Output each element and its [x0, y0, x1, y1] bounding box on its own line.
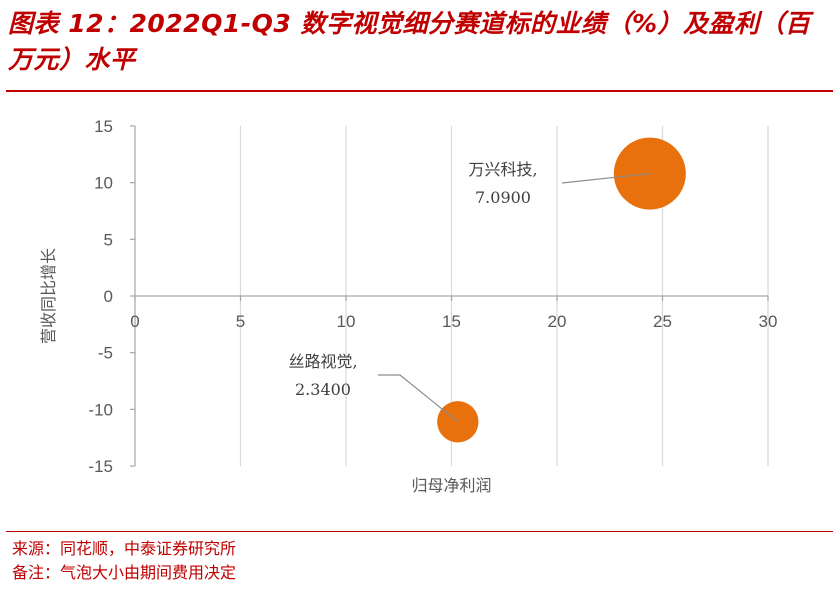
x-tick-label: 0 — [130, 312, 139, 331]
y-tick-label: 0 — [104, 287, 113, 306]
title-divider — [6, 90, 833, 92]
y-axis-label: 营收同比增长 — [39, 248, 58, 344]
x-tick-label: 15 — [442, 312, 461, 331]
leader-line — [378, 374, 459, 423]
y-tick-label: 15 — [94, 117, 113, 136]
data-label-value: 7.0900 — [475, 188, 531, 207]
remark-note: 备注：气泡大小由期间费用决定 — [12, 563, 237, 582]
axes — [130, 125, 769, 467]
leader-line — [561, 173, 650, 184]
x-tick-label: 10 — [337, 312, 356, 331]
x-axis-label: 归母净利润 — [411, 476, 491, 495]
y-tick-label: -10 — [88, 400, 113, 419]
data-label-name: 万兴科技, — [468, 160, 537, 179]
x-tick-label: 30 — [759, 312, 778, 331]
y-tick-label: 10 — [94, 174, 113, 193]
source-note: 来源：同花顺，中泰证券研究所 — [12, 539, 237, 558]
y-tick-label: -15 — [88, 457, 113, 476]
tick-labels: 15 10 5 0 -5 -10 -15 0 5 10 15 20 25 30 — [88, 117, 777, 476]
data-label-name: 丝路视觉, — [288, 352, 357, 371]
y-tick-label: -5 — [98, 344, 113, 363]
bubbles — [437, 137, 686, 443]
x-tick-label: 20 — [548, 312, 567, 331]
footer-divider — [6, 531, 833, 532]
figure-title: 图表 12：2022Q1-Q3 数字视觉细分赛道标的业绩（%）及盈利（百万元）水… — [8, 9, 811, 74]
x-tick-label: 25 — [653, 312, 672, 331]
x-tick-label: 5 — [236, 312, 245, 331]
data-labels: 万兴科技, 7.0900 丝路视觉, 2.3400 — [288, 160, 650, 423]
data-label-value: 2.3400 — [295, 380, 351, 399]
y-tick-label: 5 — [104, 230, 113, 249]
